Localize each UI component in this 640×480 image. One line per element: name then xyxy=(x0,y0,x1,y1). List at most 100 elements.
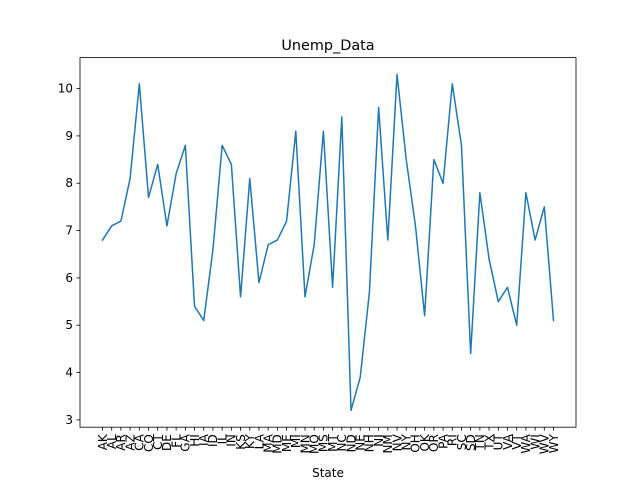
x-tick-label-mi: MI xyxy=(289,434,303,448)
x-tick-label-va: VA xyxy=(501,433,515,449)
y-tick-label: 6 xyxy=(65,271,73,285)
x-tick-label-mo: MO xyxy=(307,434,321,454)
data-point-mi xyxy=(295,130,297,132)
y-tick-label: 7 xyxy=(65,224,73,238)
x-axis-label: State xyxy=(312,466,344,480)
data-point-in xyxy=(231,164,233,166)
x-tick-label-ri: RI xyxy=(446,434,460,446)
data-point-il xyxy=(221,145,223,147)
data-point-mn xyxy=(304,296,306,298)
x-tick-label-id: ID xyxy=(206,434,220,447)
data-point-ia xyxy=(203,320,205,322)
y-tick-label: 10 xyxy=(58,82,73,96)
data-point-ok xyxy=(424,315,426,317)
data-point-wv xyxy=(544,206,546,208)
data-point-sc xyxy=(461,145,463,147)
x-tick-label-de: DE xyxy=(160,434,174,451)
plot-area xyxy=(80,57,576,428)
x-tick-label-nc: NC xyxy=(335,434,349,451)
data-point-tn xyxy=(479,192,481,194)
x-tick-label-nm: NM xyxy=(381,434,395,453)
x-tick-label-il: IL xyxy=(215,434,229,445)
x-tick-label-nv: NV xyxy=(390,433,404,451)
x-tick-label-ca: CA xyxy=(133,433,147,450)
y-tick-label: 5 xyxy=(65,318,73,332)
x-tick-label-nj: NJ xyxy=(372,434,386,447)
data-point-ri xyxy=(452,83,454,85)
x-tick-label-wi: WI xyxy=(528,434,542,449)
plot-frame xyxy=(79,57,577,428)
x-tick-label-ms: MS xyxy=(317,434,331,452)
data-point-ma xyxy=(267,244,269,246)
x-tick-label-md: MD xyxy=(271,434,285,454)
x-tick-label-pa: PA xyxy=(436,433,450,448)
data-point-md xyxy=(277,239,279,241)
x-tick-label-tx: TX xyxy=(482,434,496,451)
x-tick-label-la: LA xyxy=(252,433,266,449)
data-point-wi xyxy=(534,239,536,241)
data-point-mt xyxy=(332,287,334,289)
data-point-id xyxy=(212,249,214,251)
x-tick-label-mn: MN xyxy=(298,434,312,453)
series-line-unemp-data xyxy=(101,73,555,412)
x-tick-label-wa: WA xyxy=(519,433,533,453)
data-point-or xyxy=(433,159,435,161)
x-tick-label-ky: KY xyxy=(243,434,257,449)
data-point-ga xyxy=(185,145,187,147)
data-point-wy xyxy=(553,320,555,322)
data-point-mo xyxy=(313,244,315,246)
data-point-ky xyxy=(249,178,251,180)
data-point-az xyxy=(129,178,131,180)
x-tick-label-ma: MA xyxy=(261,433,275,452)
data-point-ms xyxy=(323,130,325,132)
data-point-nv xyxy=(396,74,398,76)
data-point-oh xyxy=(415,225,417,227)
data-point-de xyxy=(166,225,168,227)
x-tick-label-nd: ND xyxy=(344,434,358,452)
y-tick-label: 4 xyxy=(65,366,73,380)
x-tick-label-ga: GA xyxy=(179,433,193,451)
x-tick-label-fl: FL xyxy=(169,434,183,448)
x-tick-label-al: AL xyxy=(105,434,119,449)
x-tick-label-wv: WV xyxy=(538,433,552,454)
data-point-co xyxy=(148,197,150,199)
data-point-hi xyxy=(194,306,196,308)
x-tick-label-ny: NY xyxy=(400,434,414,451)
x-tick-label-sd: SD xyxy=(464,434,478,451)
x-tick-label-ia: IA xyxy=(197,433,211,446)
x-tick-label-ks: KS xyxy=(234,434,248,450)
data-point-ak xyxy=(102,239,104,241)
x-tick-label-vt: VT xyxy=(510,434,524,450)
x-tick-label-hi: HI xyxy=(188,434,202,447)
chart-title: Unemp_Data xyxy=(281,38,374,54)
x-tick-label-az: AZ xyxy=(123,434,137,450)
data-point-al xyxy=(111,225,113,227)
data-point-ca xyxy=(139,83,141,85)
data-point-va xyxy=(507,287,509,289)
data-point-la xyxy=(258,282,260,284)
x-tick-label-tn: TN xyxy=(473,434,487,451)
x-tick-label-wy: WY xyxy=(547,434,561,454)
data-point-nh xyxy=(369,291,371,293)
data-point-tx xyxy=(488,258,490,260)
x-tick-label-ct: CT xyxy=(151,434,165,450)
x-tick-label-ak: AK xyxy=(96,433,110,450)
data-point-nm xyxy=(387,239,389,241)
x-tick-label-ar: AR xyxy=(114,434,128,451)
x-tick-label-ut: UT xyxy=(492,434,506,451)
data-point-ne xyxy=(359,377,361,379)
data-point-nj xyxy=(378,107,380,109)
data-point-ar xyxy=(120,220,122,222)
x-tick-label-in: IN xyxy=(225,434,239,447)
x-tick-label-nh: NH xyxy=(363,434,377,452)
x-tick-label-or: OR xyxy=(427,434,441,452)
data-point-ct xyxy=(157,164,159,166)
x-tick-label-sc: SC xyxy=(455,434,469,450)
y-tick-label: 9 xyxy=(65,129,73,143)
data-point-me xyxy=(286,220,288,222)
data-point-ks xyxy=(240,296,242,298)
x-tick-label-mt: MT xyxy=(326,434,340,452)
x-tick-label-ok: OK xyxy=(418,433,432,451)
y-tick-label: 8 xyxy=(65,176,73,190)
x-tick-label-co: CO xyxy=(142,434,156,452)
